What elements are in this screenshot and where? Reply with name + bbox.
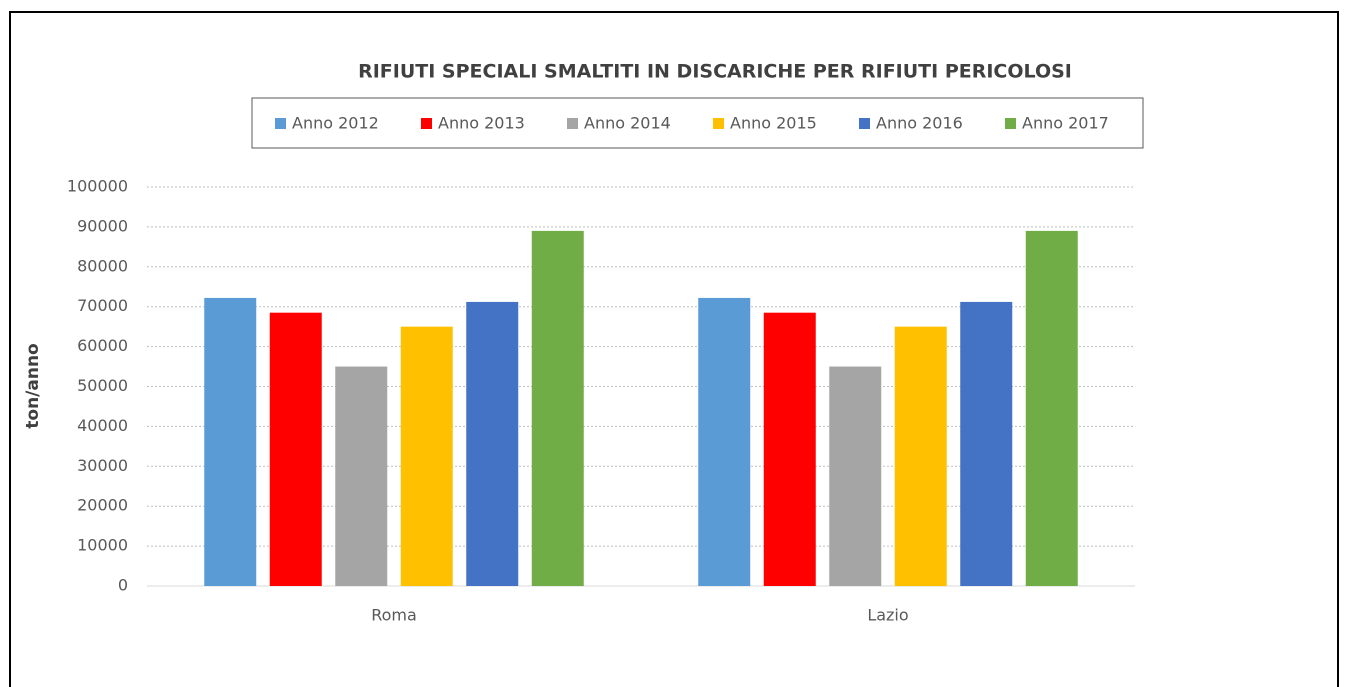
y-tick-label: 0	[118, 576, 128, 595]
y-tick-label: 20000	[77, 496, 128, 515]
y-tick-label: 50000	[77, 376, 128, 395]
legend-swatch	[567, 118, 578, 129]
y-axis-label: ton/anno	[23, 343, 43, 428]
bar	[466, 301, 519, 586]
bar	[531, 230, 584, 586]
bar	[1025, 230, 1078, 586]
legend-box	[251, 97, 1144, 149]
bar	[698, 297, 751, 586]
y-tick-label: 10000	[77, 536, 128, 555]
bar	[960, 301, 1013, 586]
x-tick-label: Roma	[371, 606, 417, 625]
legend-swatch	[275, 118, 286, 129]
legend-swatch	[713, 118, 724, 129]
bar	[894, 326, 947, 586]
legend-swatch	[1005, 118, 1016, 129]
legend-label: Anno 2016	[876, 114, 963, 133]
bar	[829, 366, 882, 586]
legend-label: Anno 2012	[292, 114, 379, 133]
legend-swatch	[859, 118, 870, 129]
legend-label: Anno 2013	[438, 114, 525, 133]
bar	[400, 326, 453, 586]
bar	[335, 366, 388, 586]
legend-label: Anno 2015	[730, 114, 817, 133]
legend-label: Anno 2014	[584, 114, 671, 133]
legend-swatch	[421, 118, 432, 129]
y-tick-label: 80000	[77, 256, 128, 275]
y-tick-label: 70000	[77, 296, 128, 315]
bar	[204, 297, 257, 586]
x-tick-label: Lazio	[867, 606, 908, 625]
y-tick-label: 40000	[77, 416, 128, 435]
bar	[269, 312, 322, 586]
chart-title: RIFIUTI SPECIALI SMALTITI IN DISCARICHE …	[358, 61, 1072, 83]
bar	[763, 312, 816, 586]
y-tick-label: 100000	[67, 177, 128, 196]
y-tick-label: 60000	[77, 336, 128, 355]
legend-label: Anno 2017	[1022, 114, 1109, 133]
y-tick-label: 90000	[77, 216, 128, 235]
y-tick-label: 30000	[77, 456, 128, 475]
